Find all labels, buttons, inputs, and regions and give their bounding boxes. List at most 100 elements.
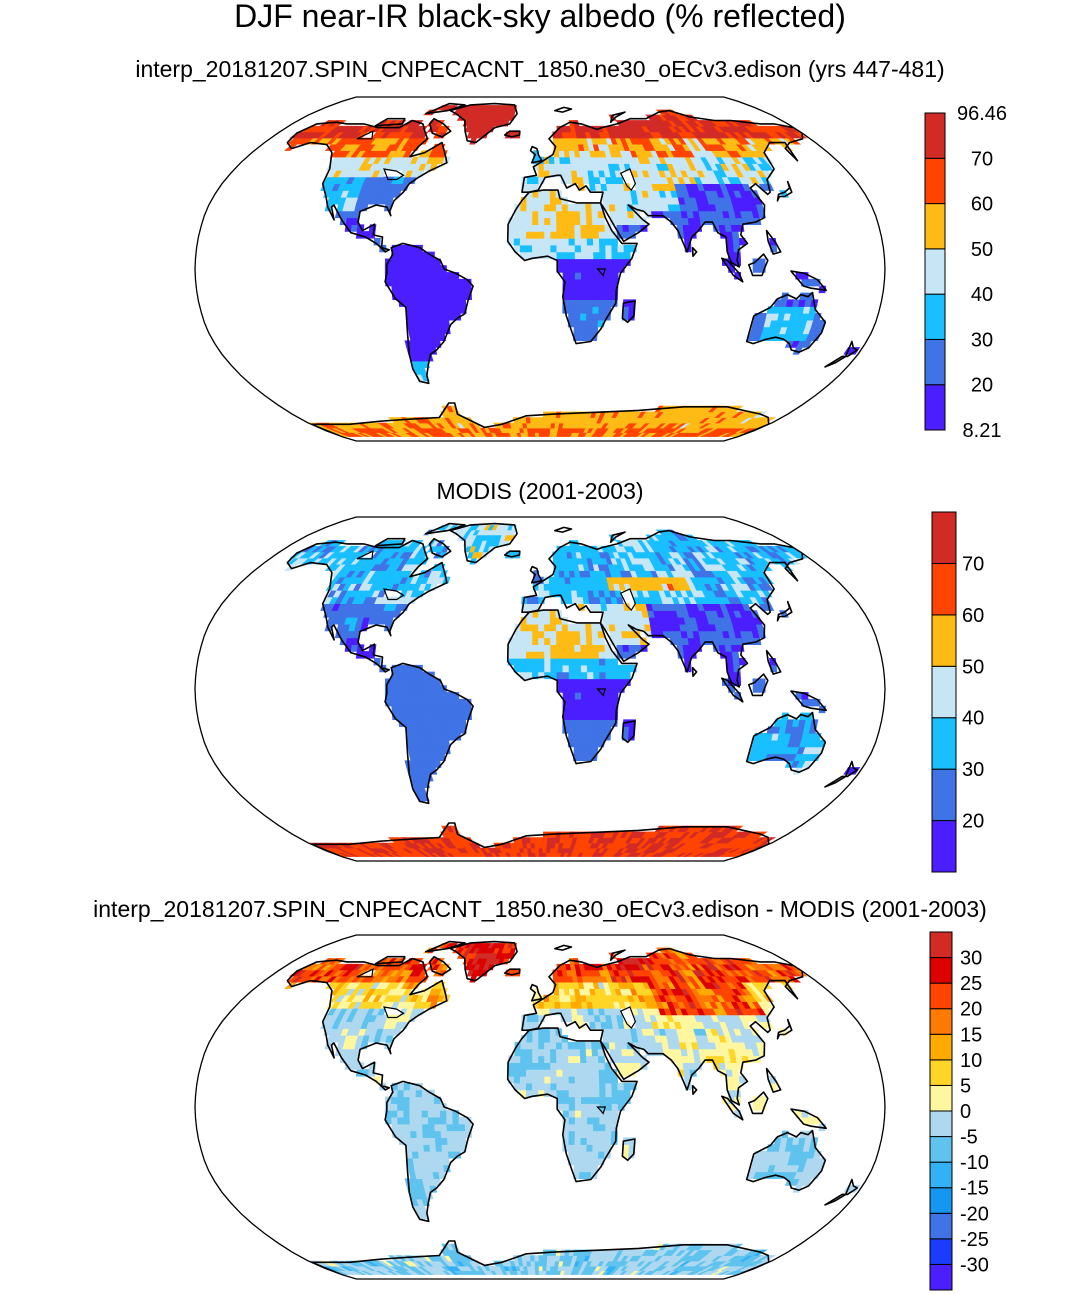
grid-cell: [580, 1144, 588, 1152]
grid-cell: [598, 237, 606, 246]
grid-cell: [593, 698, 601, 707]
grid-cell: [427, 1103, 435, 1111]
grid-cell: [411, 313, 420, 321]
grid-cell: [571, 176, 579, 185]
grid-cell: [410, 712, 418, 721]
grid-cell: [421, 1110, 429, 1118]
grid-cell: [611, 237, 619, 246]
grid-cell: [421, 1116, 429, 1125]
grid-cell: [427, 272, 435, 280]
grid-cell: [513, 231, 521, 239]
grid-cell: [574, 1110, 582, 1118]
grid-cell: [627, 637, 636, 645]
grid-cell: [579, 1164, 587, 1173]
grid-cell: [446, 285, 454, 294]
colorbar-swatch: [924, 248, 946, 295]
grid-cell: [574, 1123, 582, 1132]
grid-cell: [538, 422, 544, 429]
grid-cell: [532, 1069, 539, 1077]
grid-cell: [611, 685, 619, 693]
grid-cell: [562, 1069, 570, 1077]
grid-cell: [558, 150, 566, 158]
grid-cell: [592, 231, 600, 239]
grid-cell: [423, 306, 431, 314]
grid-cell: [409, 258, 417, 266]
grid-cell: [542, 837, 548, 844]
grid-cell: [429, 313, 438, 321]
grid-cell: [574, 1144, 582, 1152]
grid-cell: [554, 156, 561, 164]
grid-cell: [538, 630, 545, 639]
grid-cell: [428, 1130, 436, 1139]
grid-cell: [520, 210, 527, 219]
grid-cell: [592, 1151, 599, 1159]
grid-cell: [617, 258, 625, 266]
grid-cell: [592, 1137, 600, 1145]
grid-cell: [415, 1103, 423, 1111]
grid-cell: [397, 678, 405, 686]
grid-cell: [526, 217, 533, 225]
grid-cell: [605, 244, 613, 253]
grid-cell: [421, 685, 429, 693]
coastline-japan: [776, 180, 793, 202]
grid-cell: [599, 705, 607, 714]
grid-cell: [567, 210, 575, 219]
grid-cell: [568, 1130, 576, 1139]
grid-cell: [580, 1151, 587, 1159]
data-cells: [284, 943, 861, 1275]
grid-cell: [429, 733, 438, 741]
grid-cell: [446, 272, 454, 280]
grid-cell: [580, 251, 588, 260]
grid-cell: [587, 698, 594, 707]
grid-cell: [391, 705, 399, 714]
grid-cell: [415, 671, 423, 680]
grid-cell: [682, 644, 691, 652]
grid-cell: [410, 299, 418, 307]
grid-cell: [593, 1082, 600, 1091]
grid-cell: [611, 1103, 619, 1111]
grid-cell: [525, 237, 533, 246]
grid-cell: [513, 1075, 521, 1084]
grid-cell: [587, 258, 594, 266]
colorbar-swatch: [931, 768, 957, 822]
grid-cell: [526, 197, 534, 205]
grid-cell: [526, 651, 533, 659]
grid-cell: [404, 292, 412, 301]
grid-cell: [574, 237, 582, 246]
grid-cell: [530, 417, 536, 424]
grid-cell: [605, 712, 612, 721]
grid-cell: [574, 671, 582, 680]
grid-cell: [532, 203, 539, 212]
grid-cell: [549, 610, 557, 618]
grid-cell: [592, 726, 600, 734]
colorbar-swatch: [924, 112, 946, 159]
grid-cell: [440, 299, 449, 307]
grid-cell: [427, 1096, 435, 1104]
map-outline: [194, 516, 886, 862]
grid-cell: [433, 1103, 441, 1111]
grid-cell: [415, 251, 423, 260]
grid-cell: [520, 217, 527, 225]
grid-cell: [434, 1116, 441, 1125]
colorbar-swatch: [924, 157, 946, 205]
panel-1-title: interp_20181207.SPIN_CNPECACNT_1850.ne30…: [135, 56, 945, 82]
grid-cell: [562, 678, 570, 686]
grid-cell: [452, 1123, 460, 1132]
grid-cell: [538, 1265, 544, 1271]
grid-cell: [427, 698, 435, 707]
grid-cell: [530, 842, 536, 849]
grid-cell: [617, 244, 625, 253]
grid-cell: [556, 217, 563, 225]
grid-cell: [628, 224, 636, 232]
grid-cell: [593, 1089, 601, 1098]
grid-cell: [415, 285, 423, 294]
grid-cell: [416, 712, 424, 721]
grid-cell: [403, 285, 411, 294]
grid-cell: [538, 1270, 544, 1275]
grid-cell: [534, 417, 540, 424]
grid-cell: [532, 1082, 539, 1091]
grid-cell: [440, 292, 448, 301]
grid-cell: [415, 272, 423, 280]
grid-cell: [568, 726, 576, 734]
grid-cell: [435, 726, 443, 734]
